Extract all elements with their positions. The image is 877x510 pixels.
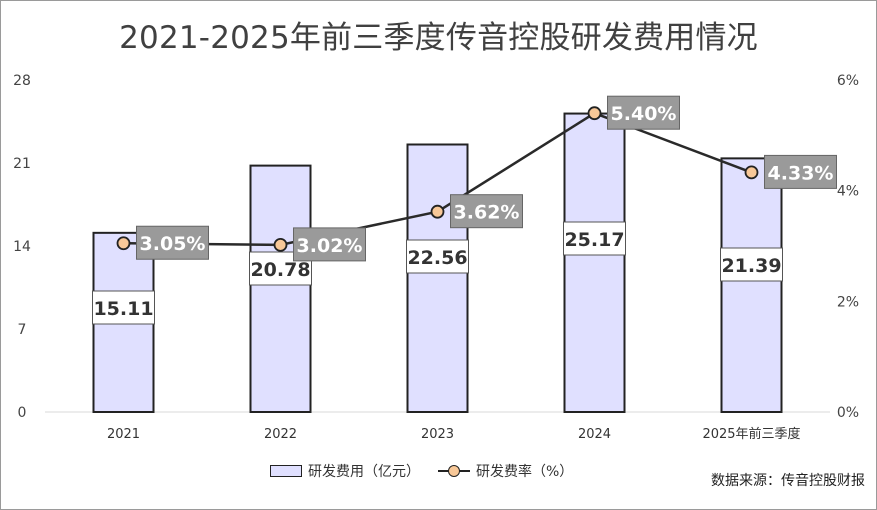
y-right-tick-label: 4% (837, 184, 859, 200)
chart-legend: 研发费用（亿元） 研发费率（%） (270, 460, 573, 482)
bar-data-label-box (406, 239, 469, 274)
line-data-label: 4.33% (768, 162, 834, 184)
chart-title: 2021-2025年前三季度传音控股研发费用情况 (119, 20, 758, 56)
x-tick-label: 2021 (107, 427, 140, 442)
line-data-label: 3.05% (140, 233, 206, 255)
line-data-label-box (293, 227, 366, 262)
bar-data-label: 15.11 (93, 298, 153, 320)
line-data-label-box (450, 194, 523, 229)
bar-data-label-box (92, 290, 155, 325)
line-data-label: 5.40% (611, 103, 677, 125)
legend-line-label: 研发费率（%） (476, 464, 574, 480)
line-data-label-box (607, 95, 680, 130)
bar (563, 112, 626, 413)
legend-item-line[interactable]: 研发费率（%） (438, 461, 573, 481)
line-point (587, 106, 602, 121)
line-data-label: 3.62% (454, 202, 520, 224)
line-data-label: 3.02% (297, 235, 363, 257)
x-tick-label: 2025年前三季度 (702, 426, 800, 442)
bar-data-label-box (563, 221, 626, 256)
legend-bar-swatch (270, 465, 302, 477)
line-point (430, 204, 445, 219)
y-right-tick-label: 2% (837, 294, 859, 310)
legend-bar-label: 研发费用（亿元） (308, 464, 420, 480)
legend-item-bar[interactable]: 研发费用（亿元） (270, 461, 420, 481)
line-point (273, 237, 288, 252)
line-point (744, 165, 759, 180)
bar-data-label-box (720, 247, 783, 282)
x-tick-label: 2022 (264, 427, 297, 442)
bar-data-label: 21.39 (721, 255, 781, 277)
data-source: 数据来源：传音控股财报 (711, 473, 865, 489)
legend-line-swatch (438, 465, 470, 477)
bar-data-label: 22.56 (407, 247, 467, 269)
line-point (116, 236, 131, 251)
y-left-tick-label: 21 (13, 156, 31, 172)
x-tick-label: 2024 (578, 427, 611, 442)
bar (720, 157, 783, 413)
y-right-tick-label: 6% (837, 73, 859, 89)
line-data-label-box (764, 154, 837, 189)
bar-data-label: 20.78 (250, 259, 310, 281)
x-tick-label: 2023 (421, 427, 454, 442)
y-left-tick-label: 28 (13, 73, 31, 89)
bar (249, 164, 312, 413)
y-left-tick-label: 14 (13, 239, 31, 255)
y-right-tick-label: 0% (837, 405, 859, 421)
y-left-tick-label: 7 (18, 322, 27, 338)
line-data-label-box (136, 225, 209, 260)
bar-data-label: 25.17 (564, 229, 624, 251)
bar (406, 143, 469, 413)
y-left-tick-label: 0 (18, 405, 27, 421)
